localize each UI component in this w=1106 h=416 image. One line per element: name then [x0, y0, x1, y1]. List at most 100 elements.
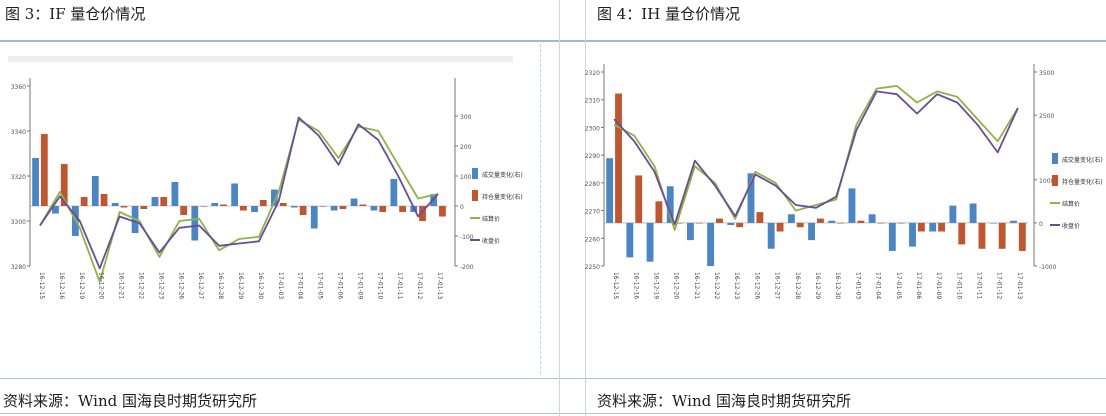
category-label: 16-12-19	[653, 272, 660, 299]
category-label: 16-12-16	[58, 272, 65, 299]
oi-bar	[938, 222, 946, 232]
oi-bar	[339, 206, 347, 209]
oi-bar	[736, 222, 744, 228]
oi-bar	[756, 212, 764, 223]
category-label: 17-01-13	[1016, 272, 1023, 299]
oi-bar	[897, 222, 905, 224]
left-tick-label: 2280	[585, 181, 600, 188]
oi-bar	[120, 206, 128, 208]
right-tick-label: 200	[460, 144, 472, 151]
legend-label: 持仓量变化(右)	[1062, 178, 1103, 186]
category-label: 16-12-30	[257, 272, 264, 299]
volume-bar	[350, 198, 358, 206]
volume-bar	[808, 222, 815, 241]
right-tick-label: 300	[460, 114, 472, 121]
right-panel-edge	[585, 0, 586, 416]
oi-bar	[857, 220, 865, 223]
category-label: 17-01-09	[356, 272, 363, 299]
volume-bar	[949, 205, 957, 223]
category-label: 16-12-15	[612, 272, 619, 299]
chart-ih: 2250 2260 2270 2280 2290 2300 2310 2320 -1000 0 10…	[585, 64, 1103, 299]
volume-bar	[868, 214, 876, 223]
volume-bar	[666, 186, 674, 223]
footer-rule	[0, 413, 1106, 414]
oi-bar	[279, 203, 287, 206]
category-label: 17-01-05	[317, 272, 324, 299]
oi-bar	[958, 222, 966, 245]
oi-bar	[140, 206, 148, 209]
legend-label: 结算价	[482, 215, 500, 223]
right-tick-label: 0	[1039, 221, 1043, 228]
category-label: 16-12-28	[794, 272, 801, 299]
volume-bar	[848, 188, 856, 223]
volume-bar	[330, 206, 338, 211]
category-label: 16-12-26	[753, 272, 760, 299]
right-tick-label: 1000	[1039, 178, 1054, 185]
category-label: 16-12-23	[733, 272, 740, 299]
oi-bar	[419, 206, 426, 221]
oi-bar	[978, 222, 986, 249]
oi-bar	[40, 134, 48, 206]
volume-bar	[211, 203, 219, 206]
left-tick-label: 2290	[585, 153, 600, 160]
oi-bar	[379, 206, 387, 212]
right-tick-label: -1000	[1039, 264, 1057, 271]
category-label: 17-01-09	[935, 272, 942, 299]
oi-bar	[359, 204, 367, 206]
volume-bar	[686, 222, 694, 241]
oi-bar	[240, 206, 247, 211]
volume-bar	[626, 222, 634, 258]
category-label: 16-12-23	[157, 272, 164, 299]
oi-bar	[180, 206, 188, 215]
category-label: 16-12-20	[673, 272, 680, 299]
right-tick-label: 3500	[1039, 70, 1054, 77]
category-label: 16-12-15	[38, 272, 45, 299]
legend-label: 持仓量变化(右)	[482, 193, 523, 201]
legend-label: 成交量变化(右)	[1062, 156, 1103, 164]
category-label: 16-12-27	[197, 272, 204, 299]
oi-bar	[837, 222, 845, 224]
legend-swatch	[1052, 153, 1058, 164]
oi-bar	[635, 175, 643, 223]
left-tick-label: 3360	[11, 84, 26, 91]
volume-bar	[929, 222, 937, 232]
oi-bar	[675, 222, 683, 224]
category-label: 17-01-04	[297, 272, 304, 299]
oi-bar	[100, 194, 108, 206]
oi-bar	[796, 222, 804, 228]
volume-bar	[370, 206, 378, 211]
category-label: 17-01-03	[854, 272, 861, 299]
legend-swatch	[472, 168, 478, 179]
volume-bar	[390, 179, 398, 206]
category-label: 17-01-13	[436, 272, 443, 299]
category-label: 17-01-11	[976, 272, 983, 299]
volume-bar	[151, 197, 159, 206]
category-label: 16-12-28	[217, 272, 224, 299]
close-line	[39, 116, 439, 270]
oi-bar	[776, 222, 784, 232]
legend-label: 成交量变化(右)	[482, 171, 523, 179]
category-label: 16-12-22	[713, 272, 720, 299]
oi-bar	[817, 218, 824, 223]
chart-if: 3280 3300 3320 3340 3360 -200 -100 0 100 200 300 16…	[8, 56, 523, 299]
volume-bar	[231, 183, 238, 206]
oi-bar	[220, 204, 227, 206]
legend-swatch	[1052, 175, 1058, 186]
volume-bar	[251, 206, 258, 212]
category-label: 17-01-10	[376, 272, 383, 299]
close-line	[613, 90, 1019, 226]
category-label: 17-01-05	[895, 272, 902, 299]
oi-bar	[60, 164, 68, 206]
category-label: 16-12-30	[834, 272, 841, 299]
oi-bar	[80, 197, 88, 206]
category-label: 16-12-29	[237, 272, 244, 299]
category-label: 16-12-21	[693, 272, 700, 299]
oi-bar	[299, 206, 307, 215]
legend-label: 结算价	[1062, 200, 1080, 208]
category-label: 17-01-06	[915, 272, 922, 299]
legend-label: 收盘价	[482, 237, 500, 245]
volume-bar	[1010, 220, 1017, 223]
category-label: 16-12-21	[118, 272, 125, 299]
volume-bar	[32, 158, 39, 206]
oi-bar	[319, 206, 327, 207]
